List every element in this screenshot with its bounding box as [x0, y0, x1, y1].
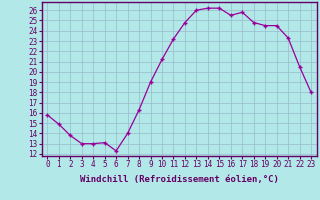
X-axis label: Windchill (Refroidissement éolien,°C): Windchill (Refroidissement éolien,°C) — [80, 175, 279, 184]
